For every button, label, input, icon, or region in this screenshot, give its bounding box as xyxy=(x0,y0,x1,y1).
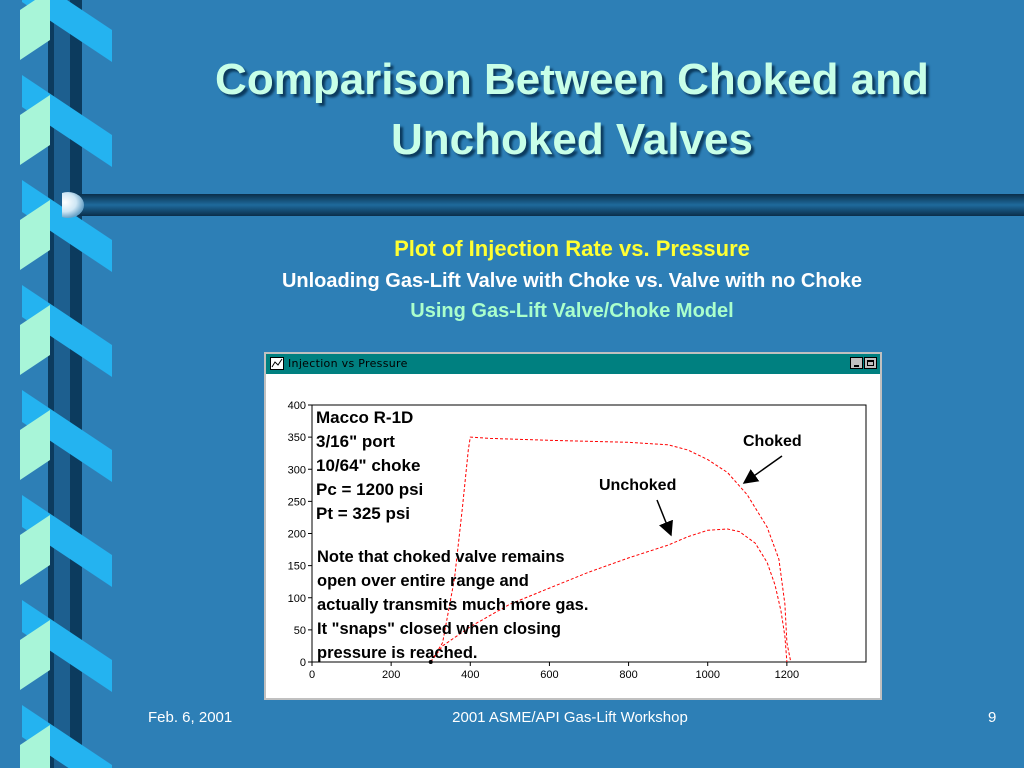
unchoked-arrow xyxy=(656,499,673,537)
ribbon-stripe-blue xyxy=(22,600,112,692)
ribbon-stripe-blue xyxy=(22,180,112,272)
footer-event: 2001 ASME/API Gas-Lift Workshop xyxy=(452,709,688,726)
note-line: actually transmits much more gas. xyxy=(317,596,589,614)
window-titlebar[interactable]: Injection vs Pressure xyxy=(266,354,880,374)
ribbon-stripe-green xyxy=(20,410,50,480)
header-divider xyxy=(62,192,1024,218)
ribbon-stripe-green xyxy=(20,200,50,270)
spec-line: Macco R-1D xyxy=(316,408,414,427)
x-tick-label: 1200 xyxy=(775,669,799,681)
ribbon-decoration xyxy=(0,0,112,768)
spec-line: Pt = 325 psi xyxy=(316,504,411,523)
valve-spec-annotation: Macco R-1D 3/16" port 10/64" choke Pc = … xyxy=(316,406,423,526)
ribbon-stripe-blue xyxy=(22,705,112,768)
series-line-choked xyxy=(430,436,792,663)
slide-title-line1: Comparison Between Choked and xyxy=(215,55,929,104)
ribbon-stripe-blue xyxy=(22,75,112,167)
chart-window-icon xyxy=(270,357,284,370)
series-label-unchoked: Unchoked xyxy=(599,477,677,494)
ribbon-stripe-green xyxy=(20,620,50,690)
chart-window: Injection vs Pressure 0 50 100 150 200 250 300… xyxy=(264,352,882,700)
injection-pressure-chart: 0 50 100 150 200 250 300 350 400 0 200 400 600 800 100… xyxy=(288,400,867,681)
ribbon-stripe-green xyxy=(20,725,50,768)
y-tick-label: 350 xyxy=(288,432,306,444)
subtitle-plot: Plot of Injection Rate vs. Pressure xyxy=(394,236,750,261)
series-line-unchoked xyxy=(430,528,788,663)
x-tick-label: 600 xyxy=(540,669,558,681)
y-tick-label: 150 xyxy=(288,561,306,573)
ribbon-stripe-blue xyxy=(22,285,112,377)
minimize-button[interactable] xyxy=(850,357,863,369)
y-tick-label: 250 xyxy=(288,496,306,508)
y-tick-label: 100 xyxy=(288,593,306,605)
y-tick-label: 300 xyxy=(288,464,306,476)
x-tick-label: 0 xyxy=(309,669,315,681)
ribbon-stripe-green xyxy=(20,515,50,585)
ribbon-stripe-green xyxy=(20,95,50,165)
note-line: It "snaps" closed when closing xyxy=(317,620,561,638)
maximize-button[interactable] xyxy=(864,357,877,369)
note-line: open over entire range and xyxy=(317,572,529,590)
subtitle-description: Unloading Gas-Lift Valve with Choke vs. … xyxy=(281,270,863,292)
footer-page-number: 9 xyxy=(988,709,997,726)
spec-line: 3/16" port xyxy=(316,432,395,451)
minimize-icon xyxy=(854,365,859,367)
ribbon-stripe-green xyxy=(20,0,50,60)
x-tick-label: 200 xyxy=(382,669,400,681)
x-tick-label: 800 xyxy=(619,669,637,681)
note-annotation: Note that choked valve remains open over… xyxy=(317,545,588,665)
ribbon-stripe-blue xyxy=(22,390,112,482)
x-tick-label: 1000 xyxy=(695,669,719,681)
window-title: Injection vs Pressure xyxy=(288,357,408,370)
slide-title-line2: Unchoked Valves xyxy=(391,115,753,164)
note-line: pressure is reached. xyxy=(317,644,478,662)
note-line: Note that choked valve remains xyxy=(317,548,565,566)
start-point-marker xyxy=(428,660,433,664)
spec-line: 10/64" choke xyxy=(316,456,421,475)
y-tick-label: 0 xyxy=(300,657,306,669)
y-tick-label: 400 xyxy=(288,400,306,412)
ribbon-stripe-green xyxy=(20,305,50,375)
choked-arrow xyxy=(742,455,783,484)
spec-line: Pc = 1200 psi xyxy=(316,480,424,499)
footer-date: Feb. 6, 2001 xyxy=(148,709,233,726)
x-tick-label: 400 xyxy=(461,669,479,681)
subtitle-model: Using Gas-Lift Valve/Choke Model xyxy=(410,300,734,322)
y-tick-label: 200 xyxy=(288,529,306,541)
series-label-choked: Choked xyxy=(743,433,802,450)
ribbon-stripe-blue xyxy=(22,495,112,587)
y-tick-label: 50 xyxy=(294,625,306,637)
maximize-icon xyxy=(867,360,874,366)
